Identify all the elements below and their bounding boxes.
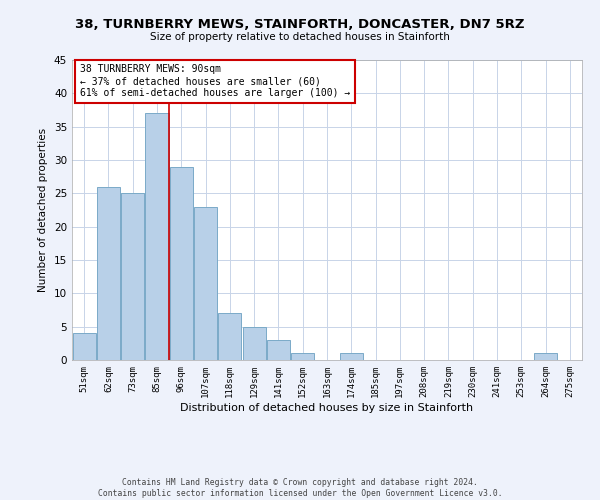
Text: 38 TURNBERRY MEWS: 90sqm
← 37% of detached houses are smaller (60)
61% of semi-d: 38 TURNBERRY MEWS: 90sqm ← 37% of detach… — [80, 64, 350, 98]
Text: 38, TURNBERRY MEWS, STAINFORTH, DONCASTER, DN7 5RZ: 38, TURNBERRY MEWS, STAINFORTH, DONCASTE… — [75, 18, 525, 30]
Bar — [242, 326, 266, 360]
Bar — [145, 114, 169, 360]
Bar — [194, 206, 217, 360]
Bar — [267, 340, 290, 360]
Bar — [534, 354, 557, 360]
Text: Size of property relative to detached houses in Stainforth: Size of property relative to detached ho… — [150, 32, 450, 42]
Bar — [340, 354, 363, 360]
Text: Contains HM Land Registry data © Crown copyright and database right 2024.
Contai: Contains HM Land Registry data © Crown c… — [98, 478, 502, 498]
Bar — [97, 186, 120, 360]
Y-axis label: Number of detached properties: Number of detached properties — [38, 128, 49, 292]
Bar — [73, 334, 95, 360]
Bar — [291, 354, 314, 360]
X-axis label: Distribution of detached houses by size in Stainforth: Distribution of detached houses by size … — [181, 402, 473, 412]
Bar — [218, 314, 241, 360]
Bar — [121, 194, 144, 360]
Bar — [170, 166, 193, 360]
